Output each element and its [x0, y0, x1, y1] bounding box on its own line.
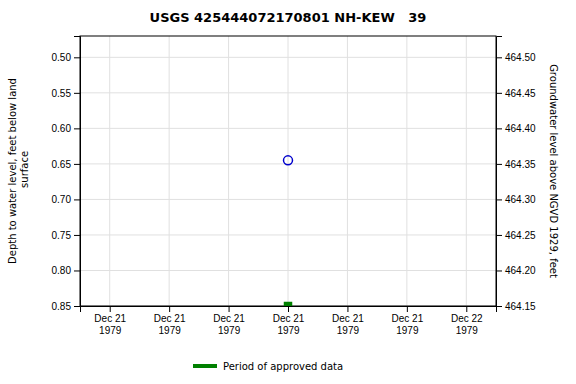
title: USGS 425444072170801 NH-KEW 39	[150, 10, 427, 25]
tick: 464.30	[496, 194, 536, 205]
tick-label: 0.70	[52, 194, 72, 205]
tick-mark	[496, 199, 502, 200]
tick: Dec 211979	[273, 306, 305, 336]
tick-label: 464.40	[505, 123, 536, 134]
plot-frame	[80, 36, 496, 306]
tick-label: 464.50	[505, 52, 536, 63]
tick-label: 464.15	[505, 301, 536, 312]
plot: Dec 211979 Dec 211979 Dec 211979 Dec 211979…	[7, 36, 559, 336]
chart: Dec 211979 Dec 211979 Dec 211979 Dec 211979…	[0, 0, 576, 384]
tick-mark	[74, 270, 80, 271]
tick-label: Dec 211979	[94, 313, 126, 336]
tick: 464.40	[496, 123, 536, 134]
tick-label: Dec 211979	[273, 313, 305, 336]
series	[285, 303, 292, 307]
tick-label: 464.20	[505, 265, 536, 276]
tick-mark	[347, 306, 348, 312]
tick: 464.45	[496, 88, 536, 99]
y2-axis-label: Groundwater level above NGVD 1929, feet	[548, 64, 559, 278]
legend-swatch	[193, 364, 217, 368]
axis-line	[81, 307, 497, 313]
tick: 0.70	[52, 194, 80, 205]
tick: 0.75	[52, 230, 80, 241]
tick-label: 0.65	[52, 159, 72, 170]
tick-mark	[74, 93, 80, 94]
y-axis-label: Depth to water level, feet below land su…	[7, 78, 30, 264]
tick-mark	[74, 306, 80, 307]
tick-mark	[496, 57, 502, 58]
tick-mark	[74, 164, 80, 165]
tick: 0.55	[52, 88, 80, 99]
y2-axis: 464.50 464.45 464.40 464.35 464.30 464.25 464.…	[496, 37, 536, 312]
tick: Dec 211979	[213, 306, 245, 336]
tick-label: Dec 211979	[392, 313, 424, 336]
tick-label: 0.60	[52, 123, 72, 134]
tick-label: 464.30	[505, 194, 536, 205]
tick-mark	[110, 306, 111, 312]
tick: 0.60	[52, 123, 80, 134]
tick: 464.15	[496, 301, 536, 312]
tick: 464.35	[496, 159, 536, 170]
point	[285, 303, 292, 307]
tick-mark	[496, 93, 502, 94]
tick-label: 0.55	[52, 88, 72, 99]
axis-line	[497, 37, 503, 307]
legend-label: Period of approved data	[223, 361, 343, 372]
grid-line	[347, 36, 348, 306]
tick-label: 0.75	[52, 230, 72, 241]
grid	[80, 36, 496, 306]
tick-label: Dec 211979	[332, 313, 364, 336]
legend-item: Period of approved data	[193, 361, 343, 372]
tick: Dec 211979	[332, 306, 364, 336]
tick-label: Dec 221979	[451, 313, 483, 336]
tick: 464.50	[496, 52, 536, 63]
tick: 464.20	[496, 265, 536, 276]
tick-mark	[407, 306, 408, 312]
tick-mark	[169, 306, 170, 312]
tick-mark	[229, 306, 230, 312]
grid-line	[109, 36, 110, 306]
axis-line	[74, 37, 81, 307]
tick-mark	[496, 128, 502, 129]
marks	[284, 156, 293, 306]
grid-line	[169, 36, 170, 306]
tick: 464.25	[496, 230, 536, 241]
tick-mark	[288, 306, 289, 312]
tick-mark	[496, 164, 502, 165]
y-axis: 0.50 0.55 0.60 0.65 0.70 0.75 0.80 0.85	[52, 37, 81, 312]
tick-mark	[496, 235, 502, 236]
point	[284, 156, 293, 165]
tick-label: 464.35	[505, 159, 536, 170]
tick-mark	[74, 128, 80, 129]
tick: Dec 211979	[94, 306, 126, 336]
tick: Dec 221979	[451, 306, 483, 336]
x-axis: Dec 211979 Dec 211979 Dec 211979 Dec 211979…	[81, 306, 497, 336]
tick-mark	[496, 306, 502, 307]
tick-label: Dec 211979	[154, 313, 186, 336]
grid-line	[288, 36, 289, 306]
tick-label: 0.50	[52, 52, 72, 63]
tick-label: 0.85	[52, 301, 72, 312]
tick-mark	[74, 199, 80, 200]
tick-mark	[74, 235, 80, 236]
grid-line	[228, 36, 229, 306]
legend: Period of approved data	[193, 361, 343, 372]
grid-line	[406, 36, 407, 306]
grid-line	[466, 36, 467, 306]
tick-mark	[496, 270, 502, 271]
tick-mark	[74, 57, 80, 58]
tick-label: 0.80	[52, 265, 72, 276]
tick: 0.85	[52, 301, 80, 312]
tick-label: 464.45	[505, 88, 536, 99]
tick: 0.65	[52, 159, 80, 170]
series	[284, 156, 293, 165]
tick-label: 464.25	[505, 230, 536, 241]
tick: 0.80	[52, 265, 80, 276]
tick: Dec 211979	[154, 306, 186, 336]
tick-label: Dec 211979	[213, 313, 245, 336]
tick-mark	[466, 306, 467, 312]
tick: 0.50	[52, 52, 80, 63]
tick: Dec 211979	[392, 306, 424, 336]
